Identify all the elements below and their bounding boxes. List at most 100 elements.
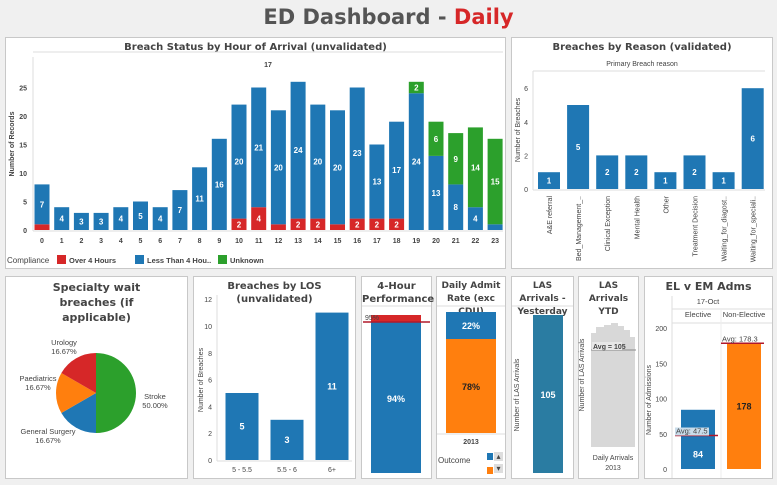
bar-segment-over — [34, 224, 50, 230]
data-label: 5 — [239, 422, 244, 432]
x-tick-label: 5.5 - 6 — [277, 467, 297, 474]
data-label: 20 — [313, 158, 322, 167]
bar-segment-unknown — [448, 133, 464, 185]
average-label-bg — [592, 342, 622, 350]
data-label: 2 — [355, 220, 360, 229]
column-header: 17-Oct — [697, 297, 720, 306]
bar-segment-less — [93, 212, 109, 230]
pie-label: Urology — [51, 338, 77, 347]
chevron-up-icon: ▴ — [496, 452, 500, 461]
panel-breach-reason: Breaches by Reason (validated) — [511, 37, 773, 269]
legend-label: Less Than 4 Hou.. — [147, 256, 211, 265]
data-label: 2 — [605, 168, 610, 177]
x-tick-label: Mental Health — [634, 196, 641, 239]
legend-label: Over 4 Hours — [69, 256, 116, 265]
x-tick-label: 7 — [178, 238, 182, 245]
bar — [727, 343, 761, 469]
bar-segment-less — [270, 110, 286, 225]
bar-segment-unknown — [408, 81, 424, 94]
y-tick-label: 200 — [655, 326, 667, 333]
pie-percent: 50.00% — [142, 401, 168, 410]
x-tick-label: 18 — [393, 238, 401, 245]
y-axis-title: Number of LAS Arrivals — [579, 338, 586, 411]
data-label: 4 — [473, 215, 478, 224]
data-label: 84 — [693, 449, 703, 459]
pie-percent: 16.67% — [51, 347, 77, 356]
y-tick-label: 2 — [208, 431, 212, 438]
pie-label: Paediatrics — [19, 374, 56, 383]
bar-segment-less — [310, 104, 326, 219]
y-tick-label: 6 — [208, 378, 212, 385]
y-tick-label: 2 — [524, 153, 528, 160]
data-label: 78% — [462, 382, 480, 392]
data-label: 24 — [294, 146, 303, 155]
dashboard-title: ED Dashboard - Daily — [0, 5, 777, 29]
x-tick-label: 9 — [217, 238, 221, 245]
target-label: 95% — [365, 315, 379, 322]
pie-label: Stroke — [144, 392, 166, 401]
data-label: 105 — [540, 390, 555, 400]
data-label: 2 — [414, 84, 419, 93]
panel-title: LAS Arrivals YTD — [588, 281, 629, 317]
pie-slice-general-surgery — [61, 393, 97, 433]
data-label: 20 — [235, 158, 244, 167]
scroll-down-button[interactable] — [494, 464, 503, 473]
x-tick-label: Waiting_for_diagost.. — [722, 196, 729, 262]
x-tick-label: 6+ — [328, 467, 336, 474]
x-tick-label: 13 — [294, 238, 302, 245]
column-header: Elective — [685, 310, 711, 319]
bar-segment-less — [192, 167, 208, 230]
bar — [741, 88, 764, 189]
data-label: 14 — [471, 163, 480, 172]
bar-segment-unknown — [487, 138, 503, 225]
y-tick-label: 12 — [204, 297, 212, 304]
y-tick-label: 50 — [659, 432, 667, 439]
bar-segment-less — [349, 87, 365, 219]
data-label: 9 — [453, 155, 458, 164]
x-tick-label: 20 — [432, 238, 440, 245]
bar-segment-over — [231, 218, 247, 230]
bar-segment-less — [152, 207, 168, 230]
bar-segment-less — [408, 93, 424, 230]
x-tick-label: Clinical Exception — [605, 196, 612, 251]
bar-segment-less — [113, 207, 129, 230]
data-label: 11 — [195, 195, 204, 204]
y-tick-label: 20 — [19, 114, 27, 121]
x-tick-label: 5 - 5.5 — [232, 467, 252, 474]
legend-swatch — [487, 467, 493, 474]
data-label: 15 — [491, 178, 500, 187]
bar-segment-less — [330, 110, 345, 225]
x-tick-label: 10 — [235, 238, 243, 245]
data-label: 24 — [412, 158, 421, 167]
data-label: 7 — [40, 200, 45, 209]
y-tick-label: 6 — [524, 86, 528, 93]
data-label: 1 — [547, 177, 552, 186]
data-label: 5 — [138, 212, 143, 221]
panel-title: Breach Status by Hour of Arrival (unvali… — [124, 42, 387, 53]
average-label: Avg: 178.3 — [722, 334, 758, 343]
y-tick-label: 0 — [208, 458, 212, 465]
bar-segment-less — [231, 104, 247, 219]
data-label: 11 — [327, 381, 337, 391]
data-label: 5 — [576, 143, 581, 152]
bar-segment-less — [389, 121, 405, 219]
panel-title: LAS Arrivals - Yesterday — [517, 281, 568, 317]
x-tick-label: Treatment Decision — [693, 196, 700, 257]
y-tick-label: 15 — [19, 143, 27, 150]
scroll-up-button[interactable] — [494, 452, 503, 461]
data-label: 1 — [663, 177, 668, 186]
legend-label: Unknown — [230, 256, 264, 265]
data-label: 4 — [59, 215, 64, 224]
bar-segment-unknown — [428, 121, 444, 156]
data-label: 178 — [736, 401, 751, 411]
performance-label: 94% — [387, 394, 405, 404]
data-label: 3 — [284, 435, 289, 445]
x-axis-title: Daily Arrivals — [593, 455, 634, 462]
legend-swatch — [218, 255, 227, 264]
legend-title: Compliance — [7, 256, 50, 265]
data-label: 1 — [721, 177, 726, 186]
data-label: 20 — [333, 163, 342, 172]
data-label: 6 — [750, 135, 755, 144]
panel-title: Specialty wait breaches (if applicable) — [52, 281, 141, 324]
bar — [681, 409, 715, 469]
